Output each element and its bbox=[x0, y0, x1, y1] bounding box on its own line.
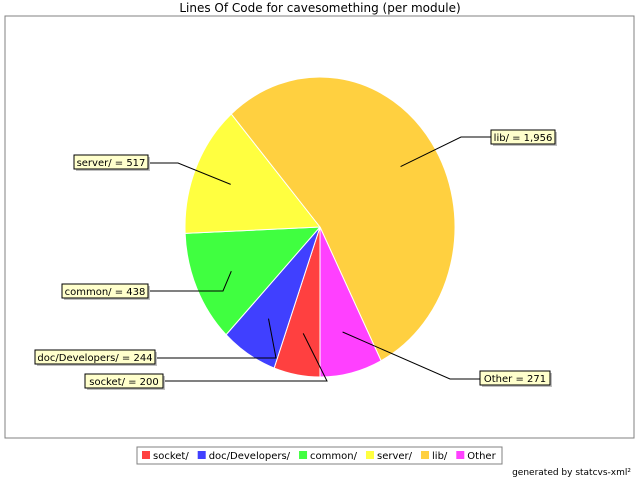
slice-label-box bbox=[84, 373, 164, 389]
slice-label: lib/ = 1,956 bbox=[494, 133, 553, 144]
leader-line bbox=[148, 162, 231, 185]
legend-swatch bbox=[456, 451, 465, 459]
leader-line bbox=[155, 318, 277, 359]
slice-label-box bbox=[73, 154, 149, 170]
legend-item-label: lib/ bbox=[432, 451, 448, 462]
slice-label-box bbox=[61, 283, 149, 299]
slice-label: server/ = 517 bbox=[77, 158, 146, 169]
legend-swatch bbox=[197, 451, 206, 459]
pie-slice-common bbox=[184, 226, 322, 336]
footer-text: generated by statcvs-xml² bbox=[512, 468, 631, 478]
legend-swatch bbox=[421, 451, 430, 459]
slice-label: Other = 271 bbox=[484, 374, 546, 385]
chart-title: Lines Of Code for cavesomething (per mod… bbox=[179, 1, 460, 15]
pie-slice-server bbox=[184, 113, 321, 234]
legend-box bbox=[136, 446, 503, 465]
pie-slice-lib bbox=[230, 76, 456, 362]
legend-swatch bbox=[365, 451, 374, 459]
legend-item-label: server/ bbox=[377, 451, 413, 462]
legend-item-label: common/ bbox=[310, 451, 358, 462]
slice-label-box bbox=[490, 129, 556, 145]
legend-swatch bbox=[142, 451, 150, 459]
slice-label: socket/ = 200 bbox=[89, 377, 159, 388]
slice-label: common/ = 438 bbox=[65, 287, 146, 298]
legend-item-label: Other bbox=[467, 451, 496, 462]
legend-item-label: socket/ bbox=[153, 451, 189, 462]
leader-line bbox=[163, 333, 328, 382]
slice-label-box bbox=[34, 349, 156, 365]
legend-swatch bbox=[299, 451, 308, 459]
legend-item-label: doc/Developers/ bbox=[209, 451, 291, 462]
slice-label-box bbox=[479, 370, 551, 386]
slice-label: doc/Developers/ = 244 bbox=[37, 353, 152, 364]
leader-line bbox=[400, 136, 491, 168]
leader-line bbox=[342, 331, 480, 380]
pie-slice-other bbox=[319, 226, 382, 378]
leader-line bbox=[148, 271, 232, 292]
